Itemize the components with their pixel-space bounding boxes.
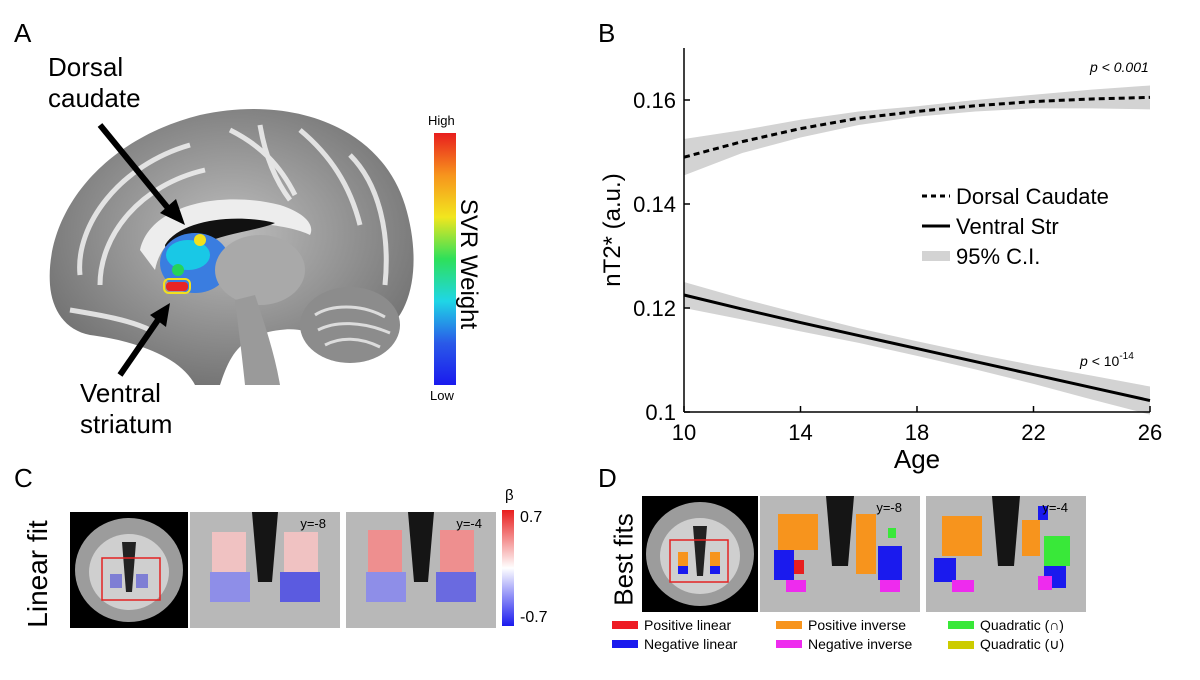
dorsal-p-annotation: p < 0.001 (1089, 59, 1149, 75)
best-fits-slice-label-1: y=-8 (876, 500, 902, 515)
swatch-quadratic-cap (948, 621, 974, 629)
legend-quadratic-cap: Quadratic (∩) (948, 617, 1064, 633)
beta-max-label: 0.7 (520, 509, 543, 526)
series-line-1 (683, 293, 1151, 403)
beta-min-label: -0.7 (520, 609, 548, 626)
x-axis-title: Age (894, 444, 940, 474)
linear-fit-slice-y-8: y=-8 (190, 512, 340, 628)
swatch-quadratic-cup (948, 640, 974, 649)
swatch-positive-linear (612, 621, 638, 629)
swatch-positive-inverse (776, 621, 802, 629)
colorbar-title: SVR Weight (455, 198, 482, 330)
swatch-negative-inverse (776, 640, 802, 648)
panel-letter-c: C (14, 463, 33, 493)
legend-ventral-str: Ventral Str (956, 214, 1059, 239)
colorbar-low-label: Low (430, 388, 454, 403)
best-fits-slice-label-2: y=-4 (1042, 500, 1068, 515)
best-fits-slice-y-8: y=-8 (760, 496, 920, 612)
dorsal-caudate-label: Dorsal caudate (48, 52, 141, 114)
panel-letter-a: A (14, 18, 32, 48)
y-tick-label-3: 0.16 (633, 88, 676, 113)
ventral-striatum-line2: striatum (80, 409, 173, 439)
y-tick-label-2: 0.14 (633, 192, 676, 217)
best-fits-overview-slice (642, 496, 758, 612)
x-tick-label-2: 18 (905, 420, 929, 445)
panel-letter-b: B (598, 18, 616, 48)
ventral-striatum-line1: Ventral (80, 378, 161, 408)
ventral-striatum-label: Ventral striatum (80, 378, 172, 440)
legend-positive-inverse: Positive inverse (776, 617, 906, 633)
x-tick-label-0: 10 (672, 420, 696, 445)
dorsal-caudate-line1: Dorsal (48, 52, 124, 82)
linear-fit-slice-label-2: y=-4 (456, 516, 482, 531)
panel-letter-d: D (598, 463, 617, 493)
colorbar-high-label: High (428, 113, 455, 128)
swatch-negative-linear (612, 640, 638, 648)
age-nt2-line-chart: 10 14 18 22 26 0.1 0.12 0.14 0.16 Age nT2* (a.u… (599, 48, 1162, 474)
best-fits-slice-y-4: y=-4 (926, 496, 1086, 612)
dorsal-caudate-line2: caudate (48, 83, 141, 113)
y-axis-title: nT2* (a.u.) (599, 173, 626, 286)
sagittal-brain-image (49, 109, 414, 385)
linear-fit-slice-y-4: y=-4 (346, 512, 496, 628)
linear-fit-row-label: Linear fit (22, 520, 53, 628)
y-tick-label-1: 0.12 (633, 296, 676, 321)
linear-fit-overview-slice (70, 512, 188, 628)
x-tick-label-3: 22 (1021, 420, 1045, 445)
series-line-0 (683, 95, 1151, 159)
legend-negative-inverse: Negative inverse (776, 636, 912, 652)
legend-ci: 95% C.I. (956, 244, 1040, 269)
svr-colorbar (434, 133, 456, 385)
legend-positive-linear: Positive linear (612, 617, 731, 633)
legend-dorsal-caudate: Dorsal Caudate (956, 184, 1109, 209)
beta-colorbar (502, 510, 514, 626)
legend-negative-linear: Negative linear (612, 636, 737, 652)
legend-ci-swatch (922, 251, 950, 261)
y-tick-label-0: 0.1 (645, 400, 676, 425)
x-tick-label-1: 14 (788, 420, 812, 445)
best-fits-row-label: Best fits (608, 513, 639, 606)
legend-quadratic-cup: Quadratic (∪) (948, 636, 1064, 653)
ci-band-0 (684, 85, 1150, 176)
x-tick-label-4: 26 (1138, 420, 1162, 445)
linear-fit-slice-label-1: y=-8 (300, 516, 326, 531)
beta-symbol: β (505, 487, 514, 504)
ventral-p-annotation: p < 10-14 (1079, 351, 1134, 369)
